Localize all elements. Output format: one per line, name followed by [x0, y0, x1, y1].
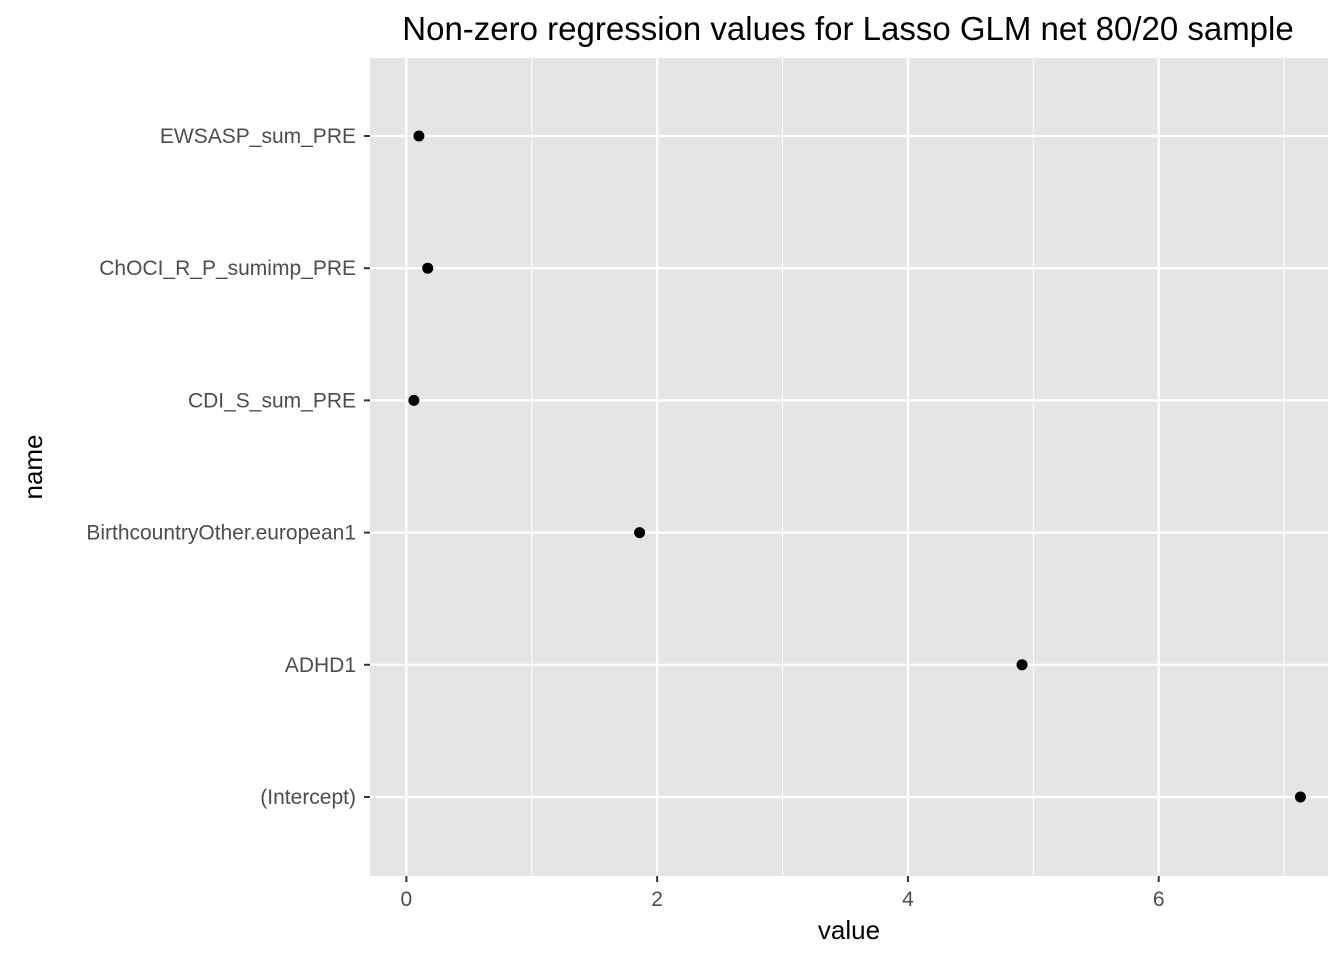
data-points — [408, 130, 1306, 803]
y-tick-label: CDI_S_sum_PRE — [188, 389, 356, 412]
x-tick-label: 4 — [902, 888, 914, 911]
grid-minor — [531, 58, 1285, 876]
y-tick-label: BirthcountryOther.european1 — [86, 522, 356, 545]
chart-title: Non-zero regression values for Lasso GLM… — [402, 10, 1293, 47]
data-point — [408, 394, 420, 406]
plot-panel — [370, 58, 1328, 876]
x-axis: 0 2 4 6 — [401, 876, 1165, 911]
grid-major — [370, 58, 1328, 876]
data-point — [634, 527, 646, 539]
x-tick-label: 6 — [1153, 888, 1165, 911]
y-tick-label: ADHD1 — [285, 654, 356, 677]
data-point — [1294, 791, 1306, 803]
y-axis-title: name — [18, 434, 48, 499]
y-tick-label: ChOCI_R_P_sumimp_PRE — [99, 257, 356, 280]
data-point — [1016, 659, 1028, 671]
data-point — [422, 262, 434, 274]
x-tick-label: 0 — [401, 888, 413, 911]
y-tick-label: (Intercept) — [260, 786, 356, 809]
y-tick-label: EWSASP_sum_PRE — [160, 125, 356, 148]
x-axis-title: value — [818, 915, 880, 945]
data-point — [413, 130, 425, 142]
x-tick-label: 2 — [651, 888, 663, 911]
y-axis: EWSASP_sum_PRE ChOCI_R_P_sumimp_PRE CDI_S_… — [86, 125, 370, 809]
